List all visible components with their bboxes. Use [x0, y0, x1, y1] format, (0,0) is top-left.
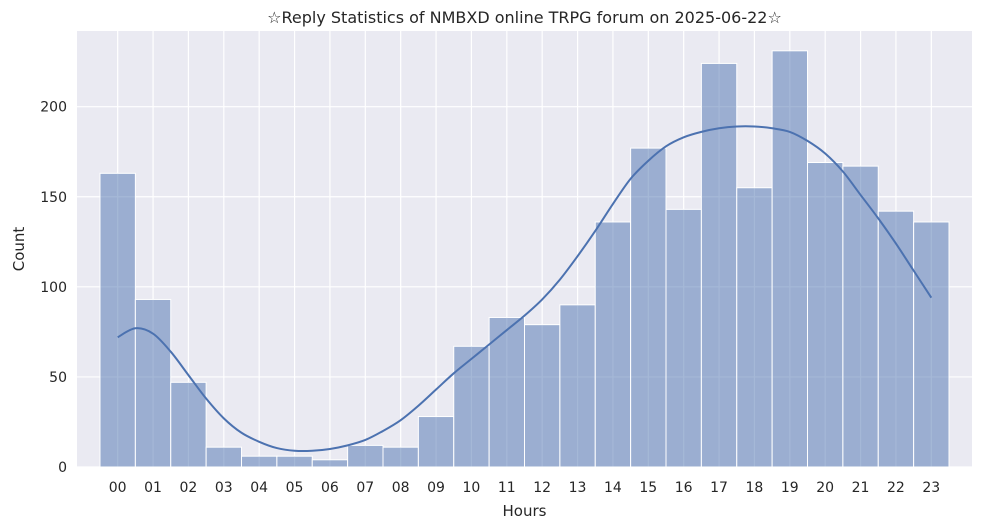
x-tick-label: 02 [180, 480, 198, 496]
x-tick-label: 05 [286, 480, 304, 496]
bar-13 [559, 304, 596, 468]
x-tick-label: 14 [604, 480, 622, 496]
bar-02 [170, 381, 207, 468]
x-tick-label: 17 [710, 480, 728, 496]
bar-19 [771, 50, 809, 468]
bar-08 [382, 446, 419, 468]
bar-00 [99, 172, 136, 468]
x-tick-label: 00 [109, 480, 127, 496]
x-tick-label: 22 [887, 480, 905, 496]
bar-22 [877, 210, 915, 468]
y-tick-label: 50 [49, 370, 67, 386]
bar-20 [807, 162, 844, 468]
bar-18 [736, 187, 773, 468]
bar-16 [665, 208, 702, 468]
y-tick-label: 100 [40, 280, 67, 296]
x-ticks: 00 01 02 03 04 05 06 07 08 09 10 11 12 13 14 15 16 17 18 19… [109, 480, 940, 496]
x-tick-label: 19 [781, 480, 799, 496]
bars [99, 50, 950, 468]
x-tick-label: 16 [675, 480, 693, 496]
bar-07 [347, 444, 384, 468]
bar-11 [488, 316, 526, 468]
x-tick-label: 08 [392, 480, 410, 496]
y-tick-label: 150 [40, 190, 67, 206]
x-tick-label: 07 [356, 480, 374, 496]
bar-06 [311, 459, 349, 468]
x-tick-label: 13 [569, 480, 587, 496]
x-tick-label: 20 [816, 480, 834, 496]
x-tick-label: 12 [533, 480, 551, 496]
bar-09 [417, 416, 455, 468]
bar-10 [453, 345, 490, 468]
bar-14 [594, 221, 632, 468]
bar-04 [240, 455, 278, 468]
y-axis-label: Count [10, 227, 28, 272]
kde-line [117, 125, 933, 453]
chart-title: ☆Reply Statistics of NMBXD online TRPG f… [267, 8, 782, 27]
kde-layer [117, 125, 933, 453]
x-tick-label: 01 [144, 480, 162, 496]
x-tick-label: 11 [498, 480, 516, 496]
x-tick-label: 09 [427, 480, 445, 496]
y-tick-label: 200 [40, 100, 67, 116]
bar-03 [205, 446, 242, 468]
bar-05 [276, 455, 313, 468]
x-tick-label: 18 [746, 480, 764, 496]
x-tick-label: 04 [250, 480, 268, 496]
bar-01 [134, 298, 172, 468]
bar-17 [700, 62, 738, 468]
bar-21 [842, 165, 879, 468]
y-ticks: 0 50 100 150 200 [40, 100, 67, 476]
x-tick-label: 15 [639, 480, 657, 496]
x-tick-label: 10 [463, 480, 481, 496]
bar-12 [524, 324, 561, 468]
bar-15 [630, 147, 667, 468]
x-tick-label: 21 [852, 480, 870, 496]
x-tick-label: 23 [922, 480, 940, 496]
x-tick-label: 06 [321, 480, 339, 496]
x-tick-label: 03 [215, 480, 233, 496]
bar-23 [913, 221, 950, 468]
y-tick-label: 0 [58, 460, 67, 476]
x-axis-label: Hours [503, 502, 547, 520]
